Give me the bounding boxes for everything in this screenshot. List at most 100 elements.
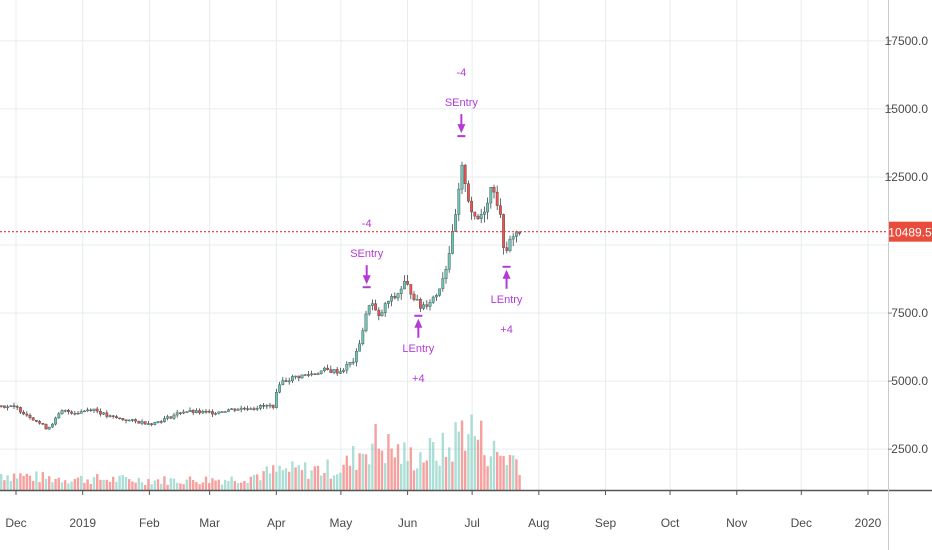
volume-bar [470, 414, 473, 490]
y-tick-label: 17500.0 [885, 34, 929, 48]
volume-bar [361, 453, 364, 490]
candle-body [44, 423, 48, 430]
volume-bar [380, 450, 384, 490]
candle-body [431, 296, 435, 303]
volume-bar [169, 478, 172, 490]
volume-bar [9, 481, 12, 490]
candles [0, 161, 522, 430]
volume-bar [339, 472, 342, 490]
candle-body [313, 373, 317, 375]
volume-bar [374, 424, 377, 490]
volume-bar [262, 471, 265, 490]
volume-bar [278, 465, 281, 490]
volume-bar [192, 479, 195, 490]
candle-body [361, 330, 365, 344]
volume-bar [352, 445, 355, 490]
candle-body [41, 422, 45, 425]
volume-bar [473, 436, 476, 490]
candle-body [79, 411, 83, 414]
candle-body [182, 411, 185, 414]
candle-body [223, 411, 227, 413]
volume-bar [259, 480, 262, 490]
candle-body [300, 374, 304, 379]
candle-body [374, 303, 377, 311]
volume-bar [89, 483, 92, 490]
candle-body [419, 299, 422, 309]
candle-body [204, 411, 208, 413]
volume-bar [67, 483, 70, 490]
candle-body [178, 412, 182, 414]
candle-body [236, 409, 240, 411]
signal-label: SEntry [350, 248, 384, 260]
x-tick-label: 2019 [69, 516, 96, 530]
volume-bar [176, 482, 179, 490]
volume-bar [124, 476, 128, 490]
x-tick-label: 2020 [855, 516, 882, 530]
candle-body [511, 236, 515, 240]
candle-body [518, 231, 522, 234]
volume-bar [393, 457, 396, 490]
candle-body [214, 413, 217, 415]
candle-body [121, 418, 125, 420]
volume-bar [220, 484, 224, 490]
volume-bar [246, 482, 249, 490]
volume-bar [99, 479, 102, 490]
volume-bar [416, 468, 419, 490]
volume-bar [441, 432, 444, 490]
candle-body [249, 408, 253, 410]
volume-bar [57, 477, 60, 490]
volume-bar [208, 483, 211, 490]
volume-bar [128, 479, 131, 490]
signal-arrow-up [414, 318, 423, 328]
volume-bar [355, 469, 358, 490]
y-tick-label: 15000.0 [885, 102, 929, 116]
candle-body [239, 407, 243, 410]
volume-bar [364, 454, 368, 490]
candle-body [86, 409, 90, 412]
candle-body [82, 410, 86, 413]
volume-bar [348, 465, 352, 490]
candle-body [316, 373, 320, 375]
y-tick-label: 2500.0 [891, 442, 928, 456]
volume-bar [358, 453, 361, 490]
candle-body [230, 408, 233, 410]
candle-body [201, 411, 205, 414]
candle-body [435, 295, 438, 298]
volume-bar [64, 480, 67, 490]
volume-bar [217, 479, 220, 490]
candle-body [303, 374, 307, 376]
volume-bar [54, 478, 57, 490]
volume-bar [12, 473, 16, 490]
candle-body [454, 214, 457, 232]
volume-bar [483, 455, 486, 490]
long-entry-signal: LEntry +4 [402, 314, 435, 385]
volume-bar [425, 460, 428, 490]
volume-bar [150, 484, 153, 490]
volume-bar [412, 470, 416, 490]
candle-body [89, 409, 93, 412]
candle-body [438, 288, 441, 296]
candle-body [172, 414, 176, 419]
volume-bars [0, 414, 521, 490]
volume-bar [227, 480, 230, 490]
candle-body [515, 231, 518, 237]
candle-body [355, 351, 358, 363]
candle-body [0, 405, 3, 407]
candle-body [489, 186, 493, 204]
volume-bar [316, 465, 320, 490]
volume-bar [3, 480, 6, 490]
volume-bar [16, 478, 19, 490]
candle-body [15, 406, 19, 408]
volume-bar [160, 483, 163, 490]
signal-arrow-down [362, 275, 371, 285]
volume-bar [131, 481, 134, 490]
volume-bar [323, 473, 326, 490]
volume-bar [275, 471, 278, 490]
signal-label: SEntry [445, 97, 479, 109]
signal-label: LEntry [491, 294, 523, 306]
candle-body [73, 412, 77, 415]
candle-body [259, 405, 262, 409]
volume-bar [182, 484, 185, 490]
candle-body [371, 303, 374, 306]
